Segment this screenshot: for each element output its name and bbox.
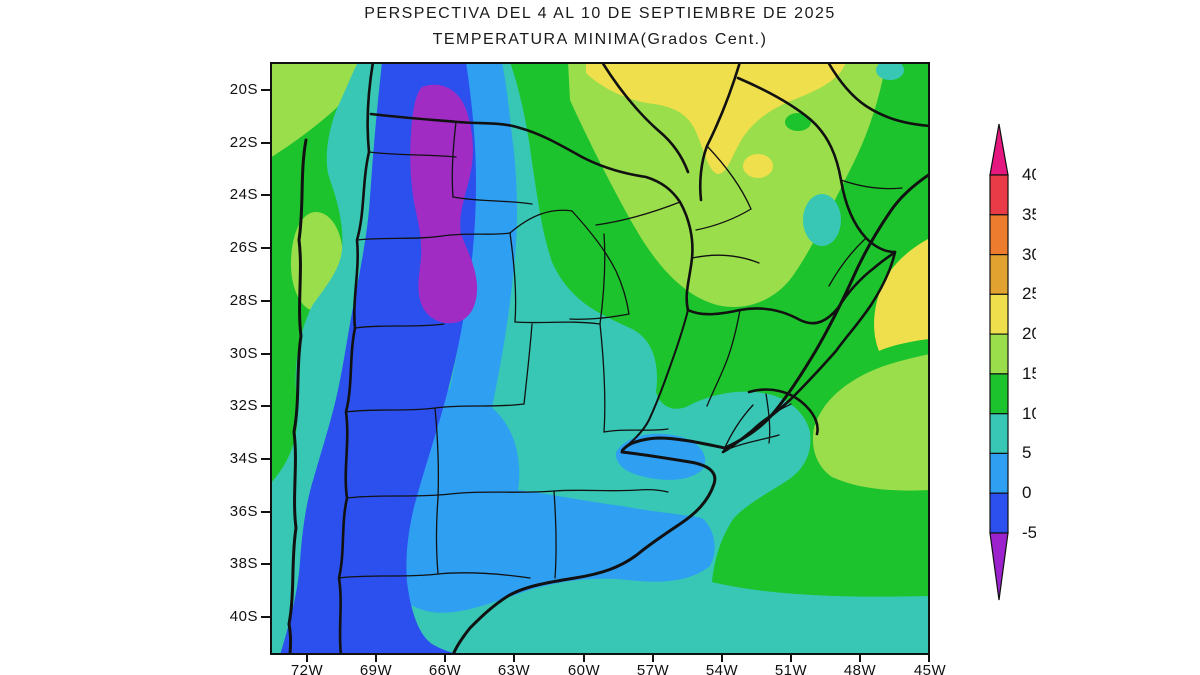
temp-region-green-pocket: [785, 113, 811, 131]
colorbar-label: -5: [1022, 524, 1036, 542]
lon-label: 72W: [290, 662, 324, 675]
lat-label: 20S: [229, 81, 258, 98]
coastline: [287, 138, 930, 655]
lon-label: 54W: [705, 662, 739, 675]
colorbar-label: 35: [1022, 206, 1036, 224]
lat-tick: [261, 616, 270, 618]
colorbar-seg-5-10: [989, 413, 1009, 455]
lat-label: 32S: [229, 397, 258, 414]
lon-tick: [306, 655, 308, 662]
temp-region-purple-core: [410, 84, 478, 324]
lat-label: 30S: [229, 345, 258, 362]
map-plot-area: [270, 62, 930, 655]
colorbar-label: 20: [1022, 325, 1036, 343]
lat-tick: [261, 142, 270, 144]
lon-label: 66W: [428, 662, 462, 675]
colorbar-label: 10: [1022, 405, 1036, 423]
map-svg: [270, 62, 930, 655]
colorbar-seg-20-25: [989, 293, 1009, 335]
province-borders: [338, 121, 903, 579]
lon-tick: [513, 655, 515, 662]
colorbar-svg: [989, 123, 1009, 601]
lat-tick: [261, 563, 270, 565]
lon-tick: [375, 655, 377, 662]
lat-tick: [261, 247, 270, 249]
river-parana: [621, 309, 689, 451]
lat-label: 28S: [229, 292, 258, 309]
lon-label: 57W: [636, 662, 670, 675]
lon-tick: [859, 655, 861, 662]
lon-tick: [583, 655, 585, 662]
lat-tick: [261, 89, 270, 91]
lon-label: 51W: [774, 662, 808, 675]
lon-tick: [928, 655, 930, 662]
lon-label: 60W: [567, 662, 601, 675]
lon-tick: [721, 655, 723, 662]
colorbar-label: 40: [1022, 166, 1036, 184]
lon-tick: [444, 655, 446, 662]
colorbar-arrow-top: [989, 123, 1009, 176]
colorbar-seg-35-40: [989, 174, 1009, 216]
lat-tick: [261, 194, 270, 196]
colorbar-seg-0-5: [989, 452, 1009, 494]
colorbar-label: 0: [1022, 484, 1032, 502]
lat-label: 26S: [229, 239, 258, 256]
lat-label: 22S: [229, 134, 258, 151]
lat-label: 34S: [229, 450, 258, 467]
temp-region-yellow: [586, 62, 930, 351]
lon-tick: [652, 655, 654, 662]
colorbar-seg-25-30: [989, 254, 1009, 296]
colorbar-seg-15-20: [989, 333, 1009, 375]
figure-title-line1: PERSPECTIVA DEL 4 AL 10 DE SEPTIEMBRE DE…: [364, 5, 836, 22]
country-borders: [337, 62, 930, 655]
lat-tick: [261, 458, 270, 460]
lon-label: 69W: [359, 662, 393, 675]
lat-label: 36S: [229, 503, 258, 520]
map-frame: [270, 62, 930, 655]
colorbar-seg-10-15: [989, 373, 1009, 415]
lat-label: 40S: [229, 608, 258, 625]
lon-tick: [790, 655, 792, 662]
colorbar-arrow-bottom: [989, 532, 1009, 601]
colorbar-seg-neg5-0: [989, 492, 1009, 534]
colorbar-seg-30-35: [989, 214, 1009, 256]
lat-label: 24S: [229, 186, 258, 203]
lon-label: 48W: [843, 662, 877, 675]
colorbar-label: 25: [1022, 285, 1036, 303]
lat-tick: [261, 300, 270, 302]
temp-region-teal-pockets: [803, 62, 904, 246]
colorbar-label: 5: [1022, 444, 1032, 462]
figure-title-line2: TEMPERATURA MINIMA(Grados Cent.): [432, 31, 768, 48]
lat-tick: [261, 353, 270, 355]
lon-label: 63W: [497, 662, 531, 675]
lon-label: 45W: [913, 662, 947, 675]
colorbar-label: 30: [1022, 246, 1036, 264]
lat-tick: [261, 405, 270, 407]
lat-tick: [261, 511, 270, 513]
colorbar-label: 15: [1022, 365, 1036, 383]
lat-label: 38S: [229, 555, 258, 572]
